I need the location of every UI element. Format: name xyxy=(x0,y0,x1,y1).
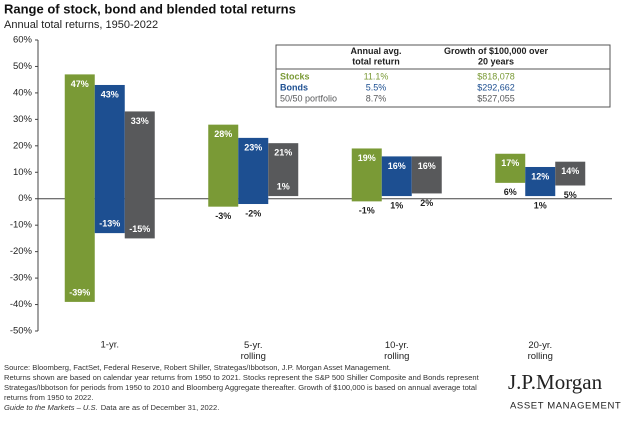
low-label: 5% xyxy=(564,190,577,200)
table-header: Growth of $100,000 over 20 years xyxy=(444,46,549,66)
table-cell: 11.1% xyxy=(364,71,389,81)
high-label: 16% xyxy=(388,161,406,171)
high-label: 17% xyxy=(501,158,519,168)
footnote: Strategas/Ibbotson for periods from 1950… xyxy=(4,383,477,392)
chart-title: Range of stock, bond and blended total r… xyxy=(4,1,296,16)
footnote-date: Guide to the Markets – U.S. Data are as o… xyxy=(4,403,219,412)
y-tick-label: 60% xyxy=(13,35,33,46)
low-label: 1% xyxy=(534,200,547,210)
y-tick-label: 10% xyxy=(13,167,33,178)
range-bar xyxy=(124,111,155,239)
table-cell: 5.5% xyxy=(366,82,387,92)
range-bar xyxy=(495,153,526,183)
logo-sub: ASSET MANAGEMENT xyxy=(510,401,621,412)
range-bar xyxy=(64,74,95,302)
range-bar xyxy=(238,137,269,205)
low-label: 2% xyxy=(420,198,433,208)
footnote: returns from 1950 to 2022. xyxy=(4,393,94,402)
high-label: 12% xyxy=(531,171,549,181)
range-bar xyxy=(525,166,556,197)
table-cell: 8.7% xyxy=(366,93,387,103)
y-tick-label: 20% xyxy=(13,140,33,151)
footnote: Returns shown are based on calendar year… xyxy=(4,373,480,382)
table-cell: $818,078 xyxy=(477,71,515,81)
high-label: 33% xyxy=(131,116,149,126)
y-tick-label: -20% xyxy=(10,246,33,257)
legend-name: Stocks xyxy=(280,71,310,81)
footnote: Source: Bloomberg, FactSet, Federal Rese… xyxy=(4,363,391,372)
table-cell: $292,662 xyxy=(477,82,515,92)
y-tick-label: -30% xyxy=(10,273,33,284)
chart-subtitle: Annual total returns, 1950-2022 xyxy=(4,19,158,31)
logo: J.P.Morgan xyxy=(508,370,603,394)
high-label: 21% xyxy=(274,148,292,158)
guide-title: Guide to the Markets – U.S. xyxy=(4,403,98,412)
x-tick-label: 10-yr. rolling xyxy=(384,340,409,362)
legend-name: 50/50 portfolio xyxy=(280,93,337,103)
table-header: Annual avg. total return xyxy=(350,46,401,66)
low-label: 1% xyxy=(277,181,290,191)
range-bar xyxy=(555,161,586,186)
range-bar xyxy=(94,84,125,234)
range-bar xyxy=(381,156,412,197)
high-label: 19% xyxy=(358,153,376,163)
high-label: 23% xyxy=(244,142,262,152)
low-label: 1% xyxy=(390,200,403,210)
low-label: -39% xyxy=(69,287,90,297)
low-label: 6% xyxy=(504,187,517,197)
low-label: -13% xyxy=(99,218,120,228)
range-bar xyxy=(208,124,239,207)
y-tick-label: -50% xyxy=(10,326,33,337)
high-label: 28% xyxy=(214,129,232,139)
high-label: 47% xyxy=(71,79,89,89)
y-tick-label: -40% xyxy=(10,299,33,310)
high-label: 16% xyxy=(418,161,436,171)
low-label: -15% xyxy=(129,224,150,234)
y-tick-label: 30% xyxy=(13,114,33,125)
range-bar xyxy=(268,143,299,197)
low-label: -1% xyxy=(359,206,375,216)
y-tick-label: 0% xyxy=(18,193,32,204)
date-note: Data are as of December 31, 2022. xyxy=(101,403,220,412)
x-tick-label: 5-yr. rolling xyxy=(241,340,266,362)
y-tick-label: -10% xyxy=(10,220,33,231)
table-cell: $527,055 xyxy=(477,93,515,103)
low-label: -3% xyxy=(215,211,231,221)
range-bar xyxy=(411,156,442,194)
high-label: 43% xyxy=(101,89,119,99)
y-tick-label: 50% xyxy=(13,61,33,72)
legend-table xyxy=(275,44,611,108)
x-tick-label: 1-yr. xyxy=(101,340,119,351)
low-label: -2% xyxy=(245,208,261,218)
legend-name: Bonds xyxy=(280,82,308,92)
x-tick-label: 20-yr. rolling xyxy=(528,340,553,362)
y-tick-label: 40% xyxy=(13,87,33,98)
high-label: 14% xyxy=(561,166,579,176)
range-bar xyxy=(351,148,382,202)
